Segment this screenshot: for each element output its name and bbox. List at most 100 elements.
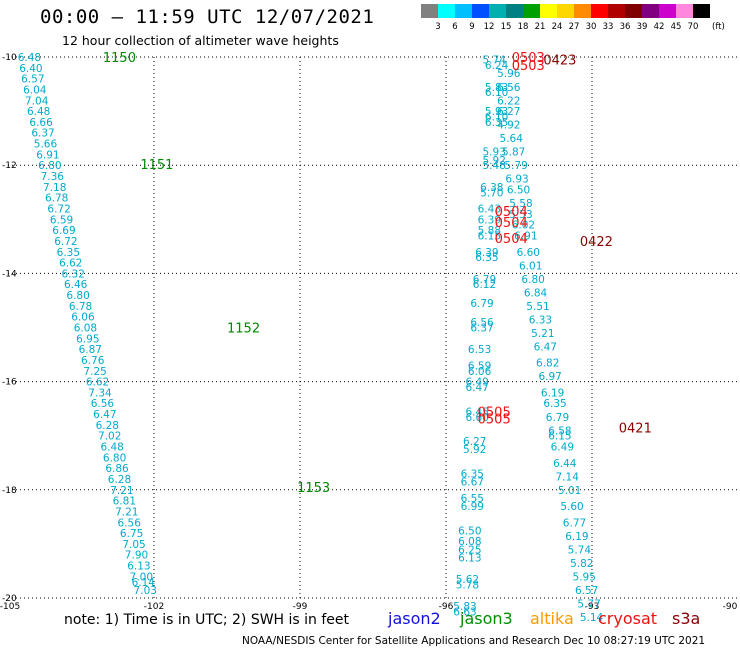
colorbar-swatch [472, 4, 489, 18]
swh-data-point: 6.76 [81, 355, 105, 367]
colorbar-swatch [591, 4, 608, 18]
swh-data-point: 6.40 [19, 63, 42, 75]
swh-data-point: 6.13 [127, 561, 150, 573]
swh-data-point: 6.10 [485, 112, 508, 124]
chart-subtitle: 12 hour collection of altimeter wave hei… [62, 33, 339, 48]
colorbar-swatch [574, 4, 591, 18]
colorbar-tick-label: 70 [688, 22, 699, 32]
swh-data-point: 6.67 [461, 477, 484, 489]
colorbar-tick-label: 33 [603, 22, 614, 32]
swh-data-point: 7.34 [88, 387, 112, 399]
swh-data-point: 6.56 [118, 517, 142, 529]
swh-data-point: 7.14 [556, 471, 580, 483]
swh-data-point: 5.77 [577, 598, 600, 610]
swh-data-point: 6.78 [69, 301, 92, 313]
swh-data-point: 5.51 [526, 301, 549, 313]
swh-data-point: 6.39 [478, 214, 501, 226]
swh-data-point: 6.35 [475, 252, 498, 264]
swh-data-point: 6.25 [458, 544, 481, 556]
swh-data-point: 5.82 [570, 558, 593, 570]
swh-data-point: 6.80 [521, 274, 544, 286]
time-label: 0504 [495, 205, 528, 220]
swh-data-point: 6.87 [79, 344, 102, 356]
swh-data-point: 5.48 [483, 160, 506, 172]
colorbar-swatch [693, 4, 710, 18]
swh-data-point: 6.50 [507, 185, 530, 197]
swh-data-point: 5.96 [497, 68, 521, 80]
colorbar-tick-label: 6 [452, 22, 457, 32]
swh-data-point: 5.92 [463, 444, 486, 456]
swh-data-point: 6.91 [514, 231, 537, 243]
legend-jason3: jason3 [460, 609, 513, 628]
swh-data-point: 6.72 [54, 236, 77, 248]
swh-data-point: 6.32 [62, 268, 85, 280]
swh-data-point: 5.58 [509, 198, 532, 210]
swh-data-point: 7.21 [110, 485, 133, 497]
swh-data-point: 6.37 [31, 128, 54, 140]
swh-data-point: 6.72 [47, 203, 70, 215]
x-tick-label: -93 [585, 602, 600, 612]
colorbar-swatch [659, 4, 676, 18]
swh-data-point: 6.35 [57, 247, 80, 259]
swh-data-point: 6.33 [529, 314, 552, 326]
swh-data-point: 6.27 [497, 106, 520, 118]
swh-data-point: 6.91 [36, 149, 59, 161]
swh-data-point: 6.28 [96, 420, 119, 432]
time-label: 0504 [495, 216, 528, 231]
colorbar-swatch [455, 4, 472, 18]
swh-data-point: 7.02 [98, 431, 121, 443]
y-tick-label: -16 [2, 378, 17, 388]
swh-data-point: 6.46 [64, 279, 88, 291]
swh-data-point: 6.86 [105, 463, 129, 475]
swh-data-point: 6.69 [52, 225, 75, 237]
swh-data-point: 6.15 [548, 431, 571, 443]
y-tick-label: -10 [2, 53, 17, 63]
swh-data-point: 6.82 [536, 358, 559, 370]
colorbar-swatch [608, 4, 625, 18]
swh-data-point: 6.80 [66, 290, 89, 302]
swh-data-point: 6.38 [480, 182, 503, 194]
swh-data-point: 6.10 [485, 87, 508, 99]
time-label: 0503 [512, 51, 545, 66]
time-label: 1150 [103, 51, 136, 66]
colorbar-swatch [523, 4, 540, 18]
swh-data-point: 6.95 [76, 333, 99, 345]
chart-title: 00:00 – 11:59 UTC 12/07/2021 [40, 6, 375, 28]
swh-data-point: 5.64 [500, 133, 524, 145]
time-label: 0423 [543, 54, 576, 69]
swh-data-point: 6.48 [27, 106, 50, 118]
swh-data-point: 5.83 [453, 601, 476, 613]
swh-data-point: 6.58 [548, 425, 571, 437]
swh-data-point: 6.97 [538, 371, 561, 383]
swh-data-point: 6.06 [71, 312, 95, 324]
swh-data-point: 6.35 [543, 398, 566, 410]
swh-data-point: 6.14 [132, 577, 156, 589]
swh-data-point: 5.88 [478, 225, 501, 237]
swh-data-point: 6.75 [120, 528, 143, 540]
swh-data-point: 6.35 [461, 469, 484, 481]
swh-data-point: 6.12 [473, 279, 496, 291]
swh-data-point: 6.79 [473, 274, 496, 286]
swh-data-point: 7.03 [134, 585, 157, 597]
swh-data-point: 6.08 [458, 536, 481, 548]
colorbar-swatch [438, 4, 455, 18]
swh-data-point: 6.53 [468, 344, 491, 356]
swh-data-point: 6.60 [517, 247, 540, 259]
colorbar-tick-label: 45 [671, 22, 682, 32]
swh-data-point: 5.70 [480, 187, 503, 199]
swh-data-point: 5.62 [456, 574, 479, 586]
legend-jason2: jason2 [388, 609, 441, 628]
colorbar-swatch [676, 4, 693, 18]
footer-credit: NOAA/NESDIS Center for Satellite Applica… [242, 635, 706, 647]
swh-data-point: 6.93 [505, 174, 528, 186]
colorbar-tick-label: 30 [586, 22, 597, 32]
swh-data-point: 6.56 [91, 398, 115, 410]
swh-data-point: 6.63 [453, 607, 476, 619]
colorbar-tick-label: 12 [484, 22, 495, 32]
y-tick-label: -12 [2, 161, 17, 171]
swh-data-point: 5.53 [509, 209, 532, 221]
swh-data-point: 6.47 [534, 341, 557, 353]
swh-data-point: 6.47 [465, 382, 488, 394]
